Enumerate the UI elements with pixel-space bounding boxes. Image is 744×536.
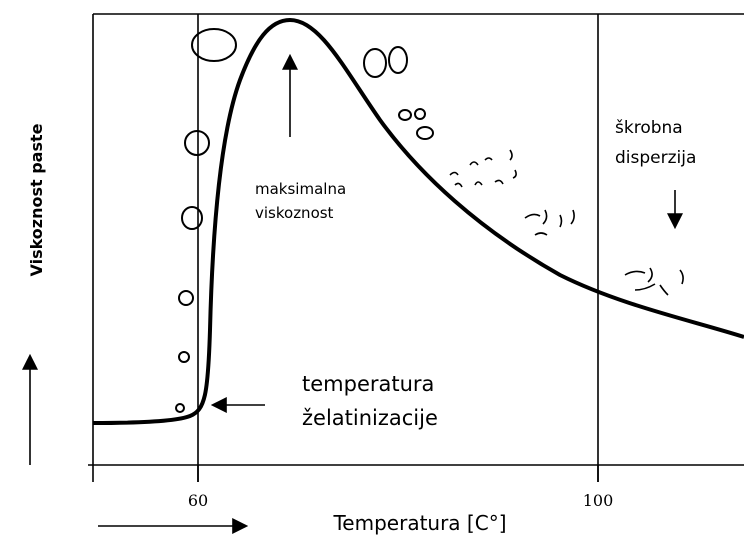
annotation: temperatura bbox=[302, 372, 434, 396]
annotation: viskoznost bbox=[255, 204, 334, 222]
annotation: disperzija bbox=[615, 148, 696, 168]
granules bbox=[176, 29, 683, 412]
x-tick-label: 60 bbox=[188, 491, 208, 510]
annotation: škrobna bbox=[615, 118, 683, 138]
viscosity-curve bbox=[93, 20, 744, 423]
annotation: želatinizacije bbox=[302, 406, 438, 430]
diagram: 60 100 Viskoznost paste Temperatura [C°]… bbox=[0, 0, 744, 536]
y-axis-label: Viskoznost paste bbox=[27, 123, 46, 276]
arrows bbox=[30, 57, 675, 526]
x-axis-label: Temperatura [C°] bbox=[332, 511, 506, 535]
x-tick-label: 100 bbox=[583, 491, 614, 510]
annotation: maksimalna bbox=[255, 180, 346, 198]
